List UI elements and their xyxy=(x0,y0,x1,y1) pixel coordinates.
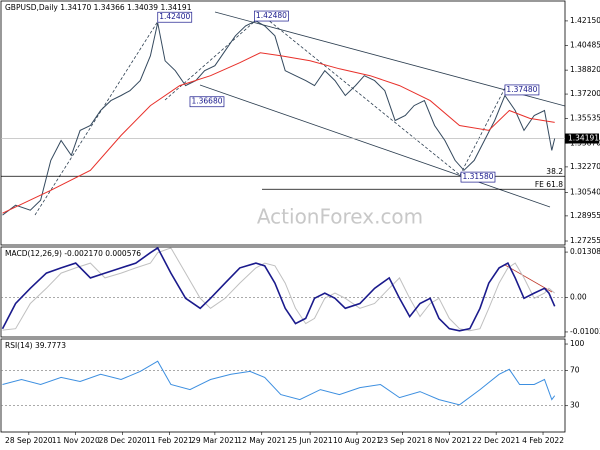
y-tick-label: 1.32270 xyxy=(570,162,600,171)
x-tick-label: 11 Nov 2020 xyxy=(52,436,100,445)
y-tick-label: 1.30540 xyxy=(570,187,600,196)
channel-lower xyxy=(199,84,551,208)
y-tick-label: 0.013083 xyxy=(570,247,600,256)
panel-title: GBPUSD,Daily 1.34170 1.34366 1.34039 1.3… xyxy=(5,3,192,12)
y-tick-label: 1.42150 xyxy=(570,16,600,25)
x-tick-label: 28 Sep 2020 xyxy=(5,436,53,445)
dashed-line xyxy=(459,87,506,176)
x-tick-label: 4 Feb 2022 xyxy=(522,436,564,445)
x-tick-label: 11 Feb 2021 xyxy=(146,436,193,445)
annotation-label: 1.42400 xyxy=(159,12,190,21)
annotation-box xyxy=(157,11,193,23)
y-tick-label: 0.00 xyxy=(570,292,587,301)
last-price-label: 1.34191 xyxy=(568,134,599,143)
macd-trend xyxy=(504,264,553,293)
series-line xyxy=(2,360,556,406)
x-tick-label: 22 Dec 2021 xyxy=(472,436,520,445)
panel-frame xyxy=(0,338,566,433)
x-tick-label: 25 Jun 2021 xyxy=(288,436,333,445)
x-tick-label: 28 Dec 2020 xyxy=(99,436,147,445)
watermark: ActionForex.com xyxy=(257,205,423,229)
series-line xyxy=(2,247,556,332)
level-label: 38.2 xyxy=(546,167,563,176)
dashed-line xyxy=(34,17,161,216)
annotation-label: 1.31580 xyxy=(462,172,493,181)
y-tick-label: 1.27255 xyxy=(570,236,600,245)
x-tick-label: 8 Nov 2021 xyxy=(428,436,471,445)
y-tick-label: 70 xyxy=(570,365,580,374)
annotation-box xyxy=(254,10,289,22)
y-tick-label: 1.37200 xyxy=(570,89,600,98)
annotation-box xyxy=(460,171,496,183)
annotation-label: 1.37480 xyxy=(506,85,537,94)
y-tick-label: 1.40485 xyxy=(570,41,600,50)
series-line xyxy=(2,52,555,214)
x-tick-label: 12 May 2021 xyxy=(237,436,286,445)
annotation-label: 1.42480 xyxy=(256,11,287,20)
annotation-box xyxy=(189,96,225,108)
dashed-line xyxy=(261,14,461,176)
y-tick-label: 1.28955 xyxy=(570,211,600,220)
panel-frame xyxy=(0,0,566,246)
annotation-box xyxy=(504,84,540,96)
y-tick-label: 100 xyxy=(570,339,585,348)
series-line xyxy=(2,20,556,216)
level-label: FE 61.8 xyxy=(535,180,563,189)
y-tick-label: 1.38820 xyxy=(570,65,600,74)
x-tick-label: 10 Aug 2021 xyxy=(333,436,381,445)
last-price-box xyxy=(565,133,599,144)
panel-frame xyxy=(0,246,566,338)
x-tick-label: 29 Mar 2021 xyxy=(191,436,239,445)
x-tick-label: 23 Sep 2021 xyxy=(379,436,427,445)
y-tick-label: -0.01003 xyxy=(570,327,600,336)
panel-title: MACD(12,26,9) -0.002170 0.000576 xyxy=(5,249,141,258)
dashed-line xyxy=(164,14,263,101)
series-line xyxy=(1,246,556,332)
annotation-label: 1.36680 xyxy=(191,97,222,106)
y-tick-label: 1.35535 xyxy=(570,114,600,123)
panel-title: RSI(14) 39.7773 xyxy=(5,341,66,350)
y-tick-label: 30 xyxy=(570,401,580,410)
